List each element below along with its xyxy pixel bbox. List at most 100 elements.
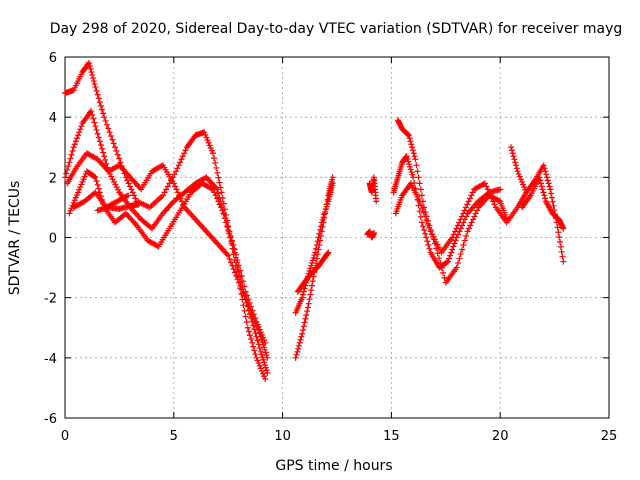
data-point xyxy=(95,95,102,102)
data-point xyxy=(161,189,168,196)
data-point xyxy=(249,307,256,314)
data-point xyxy=(92,174,99,181)
data-point xyxy=(425,242,432,249)
series-track-b xyxy=(62,108,271,376)
data-point xyxy=(68,151,75,158)
data-point xyxy=(438,264,445,271)
data-point xyxy=(323,203,330,210)
data-point xyxy=(254,321,261,328)
data-point xyxy=(223,219,230,226)
data-point xyxy=(518,178,525,185)
data-point xyxy=(113,184,120,191)
data-point xyxy=(310,273,317,280)
data-point xyxy=(209,150,216,157)
data-point xyxy=(262,364,269,371)
data-point xyxy=(456,255,463,262)
data-point xyxy=(308,262,315,269)
series-track-g xyxy=(292,174,336,361)
data-point xyxy=(557,243,564,250)
data-point xyxy=(508,144,515,151)
data-point xyxy=(94,130,101,137)
data-point xyxy=(465,225,472,232)
data-point xyxy=(245,328,252,335)
data-point xyxy=(406,135,413,142)
data-point xyxy=(225,252,232,259)
data-point xyxy=(302,315,309,322)
data-point xyxy=(472,210,479,217)
data-point xyxy=(474,207,481,214)
data-point xyxy=(306,296,313,303)
data-point xyxy=(178,156,185,163)
data-point xyxy=(95,134,102,141)
x-tick-label: 20 xyxy=(492,429,509,444)
data-point xyxy=(511,156,518,163)
data-point xyxy=(177,159,184,166)
data-point xyxy=(256,362,263,369)
data-point xyxy=(78,181,85,188)
data-point xyxy=(85,60,92,67)
data-point xyxy=(105,125,112,132)
data-point xyxy=(230,242,237,249)
data-point xyxy=(90,75,97,82)
data-point xyxy=(538,183,545,190)
data-point xyxy=(373,198,380,205)
data-point xyxy=(409,171,416,178)
data-point xyxy=(125,180,132,187)
data-point xyxy=(214,169,221,176)
data-point xyxy=(234,257,241,264)
data-point xyxy=(423,234,430,241)
data-point xyxy=(246,332,253,339)
data-point xyxy=(421,226,428,233)
data-point xyxy=(418,202,425,209)
data-point xyxy=(541,192,548,199)
data-point xyxy=(430,233,437,240)
data-point xyxy=(125,192,132,199)
data-point xyxy=(222,214,229,221)
data-point xyxy=(312,249,319,256)
data-point xyxy=(81,173,88,180)
data-point xyxy=(470,216,476,223)
data-point xyxy=(404,131,411,138)
data-point xyxy=(93,178,100,185)
data-point xyxy=(410,150,417,157)
data-point xyxy=(71,197,78,204)
data-point xyxy=(215,198,222,205)
data-point xyxy=(208,185,215,192)
data-point xyxy=(209,186,216,193)
data-point xyxy=(456,219,463,226)
data-point xyxy=(424,238,431,245)
data-point xyxy=(426,245,433,252)
data-point xyxy=(415,174,422,181)
data-point xyxy=(452,237,459,244)
data-point xyxy=(73,135,80,142)
data-point xyxy=(460,210,467,217)
data-point xyxy=(418,192,425,199)
data-point xyxy=(243,319,250,326)
data-point xyxy=(108,173,115,180)
data-point xyxy=(304,304,311,311)
x-tick-label: 5 xyxy=(170,429,178,444)
data-point xyxy=(263,352,270,359)
data-point xyxy=(451,240,458,247)
data-point xyxy=(409,147,416,154)
data-point xyxy=(211,189,218,196)
data-point xyxy=(127,183,134,190)
data-point xyxy=(181,150,188,157)
data-point xyxy=(261,337,268,344)
data-point xyxy=(422,213,429,220)
data-point xyxy=(262,375,269,382)
data-point xyxy=(242,288,249,295)
data-point xyxy=(418,219,425,226)
data-point xyxy=(449,234,456,241)
data-point xyxy=(556,234,563,241)
data-point xyxy=(176,192,183,199)
data-point xyxy=(77,126,84,133)
data-point xyxy=(218,204,225,211)
data-point xyxy=(214,195,221,202)
data-point xyxy=(514,168,521,175)
data-point xyxy=(107,132,114,139)
data-point xyxy=(171,171,178,178)
data-point xyxy=(304,308,311,315)
data-point xyxy=(539,186,546,193)
data-point xyxy=(101,114,108,121)
